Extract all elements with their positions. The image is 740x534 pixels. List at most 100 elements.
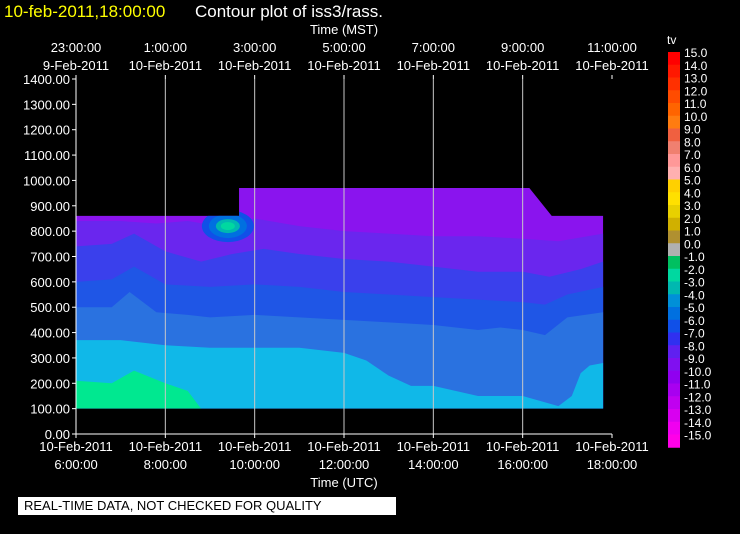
colorbar-tick-label: -4.0 xyxy=(684,288,705,302)
colorbar-tick-label: 3.0 xyxy=(684,199,701,213)
colorbar-swatch xyxy=(668,230,680,244)
colorbar-swatch xyxy=(668,243,680,257)
colorbar-swatch xyxy=(668,192,680,206)
colorbar-swatch xyxy=(668,179,680,193)
top-tick-date: 10-Feb-2011 xyxy=(486,58,559,73)
top-tick-time: 7:00:00 xyxy=(412,40,455,55)
colorbar-swatch xyxy=(668,141,680,155)
band-tv--2 xyxy=(76,370,604,409)
colorbar-swatch xyxy=(668,370,680,384)
y-tick-label: 500.00 xyxy=(30,300,70,315)
colorbar-swatch xyxy=(668,358,680,372)
top-tick-time: 3:00:00 xyxy=(233,40,276,55)
colorbar-tick-label: -13.0 xyxy=(684,403,712,417)
colorbar-swatch xyxy=(668,128,680,142)
y-tick-label: 100.00 xyxy=(30,402,70,417)
colorbar-tick-label: -9.0 xyxy=(684,352,705,366)
y-tick-label: 1300.00 xyxy=(23,97,70,112)
colorbar-swatch xyxy=(668,166,680,180)
colorbar-swatch xyxy=(668,307,680,321)
colorbar-tick-label: -10.0 xyxy=(684,365,712,379)
colorbar-swatch xyxy=(668,103,680,117)
colorbar-tick-label: -6.0 xyxy=(684,314,705,328)
y-tick-label: 300.00 xyxy=(30,351,70,366)
top-tick-date: 10-Feb-2011 xyxy=(397,58,470,73)
colorbar-tick-label: -2.0 xyxy=(684,263,705,277)
colorbar-tick-label: -14.0 xyxy=(684,416,712,430)
colorbar-swatch xyxy=(668,52,680,66)
colorbar-tick-label: 1.0 xyxy=(684,225,701,239)
top-tick-date: 10-Feb-2011 xyxy=(218,58,291,73)
colorbar-tick-label: 8.0 xyxy=(684,135,701,149)
bottom-tick-date: 10-Feb-2011 xyxy=(307,439,380,454)
y-tick-label: 1000.00 xyxy=(23,173,70,188)
colorbar-swatch xyxy=(668,268,680,282)
colorbar-tick-label: 9.0 xyxy=(684,123,701,137)
bottom-tick-time: 16:00:00 xyxy=(497,457,548,472)
colorbar-swatch xyxy=(668,90,680,104)
colorbar-tick-label: -8.0 xyxy=(684,339,705,353)
y-tick-label: 1400.00 xyxy=(23,72,70,87)
colorbar-tick-label: -1.0 xyxy=(684,250,705,264)
y-tick-label: 900.00 xyxy=(30,199,70,214)
colorbar-swatch xyxy=(668,421,680,435)
y-tick-label: 800.00 xyxy=(30,224,70,239)
bottom-tick-time: 6:00:00 xyxy=(54,457,97,472)
bottom-tick-time: 10:00:00 xyxy=(229,457,280,472)
colorbar-swatch xyxy=(668,396,680,410)
bottom-tick-time: 18:00:00 xyxy=(587,457,638,472)
bottom-tick-date: 10-Feb-2011 xyxy=(486,439,559,454)
bottom-axis-title: Time (UTC) xyxy=(310,475,377,490)
colorbar-tick-label: 2.0 xyxy=(684,212,701,226)
colorbar-tick-label: 4.0 xyxy=(684,186,701,200)
y-tick-label: 700.00 xyxy=(30,250,70,265)
y-tick-label: 1200.00 xyxy=(23,123,70,138)
colorbar-tick-label: 0.0 xyxy=(684,237,701,251)
colorbar-swatch xyxy=(668,409,680,423)
bottom-tick-date: 10-Feb-2011 xyxy=(218,439,291,454)
y-tick-label: 400.00 xyxy=(30,326,70,341)
colorbar-tick-label: -15.0 xyxy=(684,429,712,443)
date-label: 10-feb-2011,18:00:00 xyxy=(4,2,165,21)
top-tick-time: 23:00:00 xyxy=(51,40,102,55)
colorbar-tick-label: -3.0 xyxy=(684,276,705,290)
colorbar-swatch xyxy=(668,256,680,270)
bottom-tick-time: 8:00:00 xyxy=(144,457,187,472)
colorbar-tick-label: -7.0 xyxy=(684,327,705,341)
colorbar-tick-label: 10.0 xyxy=(684,110,708,124)
colorbar-tick-label: 7.0 xyxy=(684,148,701,162)
colorbar-tick-label: 14.0 xyxy=(684,59,708,73)
y-tick-label: 600.00 xyxy=(30,275,70,290)
top-tick-date: 10-Feb-2011 xyxy=(575,58,648,73)
top-tick-time: 5:00:00 xyxy=(322,40,365,55)
colorbar-swatch xyxy=(668,332,680,346)
colorbar-swatch xyxy=(668,217,680,231)
top-tick-date: 10-Feb-2011 xyxy=(307,58,380,73)
bottom-tick-date: 10-Feb-2011 xyxy=(129,439,202,454)
top-tick-time: 1:00:00 xyxy=(144,40,187,55)
y-tick-label: 0.00 xyxy=(45,427,70,442)
colorbar-tick-label: 13.0 xyxy=(684,72,708,86)
bottom-tick-date: 10-Feb-2011 xyxy=(397,439,470,454)
top-tick-date: 10-Feb-2011 xyxy=(129,58,202,73)
top-tick-time: 11:00:00 xyxy=(587,40,637,55)
colorbar-tick-label: 11.0 xyxy=(684,97,707,111)
colorbar-swatch xyxy=(668,64,680,78)
colorbar-tick-label: -12.0 xyxy=(684,390,712,404)
colorbar-tick-label: -5.0 xyxy=(684,301,705,315)
page-title: Contour plot of iss3/rass. xyxy=(195,2,383,21)
colorbar-swatch xyxy=(668,294,680,308)
colorbar-tick-label: -11.0 xyxy=(684,378,711,392)
colorbar-swatch xyxy=(668,205,680,219)
colorbar-swatch xyxy=(668,154,680,168)
colorbar-swatch xyxy=(668,434,680,448)
colorbar-swatch xyxy=(668,115,680,129)
y-tick-label: 200.00 xyxy=(30,376,70,391)
top-tick-time: 9:00:00 xyxy=(501,40,544,55)
bottom-tick-time: 14:00:00 xyxy=(408,457,459,472)
bottom-tick-time: 12:00:00 xyxy=(319,457,370,472)
bottom-tick-date: 10-Feb-2011 xyxy=(575,439,648,454)
colorbar-swatch xyxy=(668,77,680,91)
colorbar-tick-label: 5.0 xyxy=(684,174,701,188)
